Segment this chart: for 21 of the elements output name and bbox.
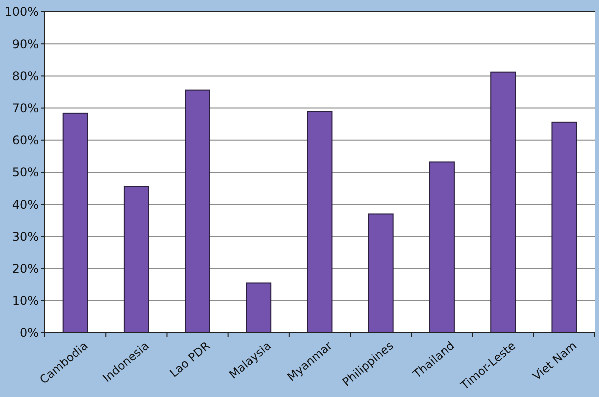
- y-tick-label: 50%: [12, 166, 39, 180]
- bar: [430, 162, 455, 334]
- bar: [246, 282, 272, 334]
- y-tick-label: 80%: [12, 69, 39, 84]
- bar: [490, 72, 516, 334]
- y-tick-label: 20%: [12, 262, 39, 276]
- y-tick-label: 90%: [12, 37, 39, 52]
- y-tick-label: 70%: [12, 102, 39, 116]
- y-tick-label: 30%: [12, 230, 39, 244]
- y-tick-label: 0%: [20, 326, 39, 340]
- y-tick-label: 40%: [12, 198, 39, 212]
- bar: [185, 90, 210, 334]
- bar: [62, 112, 88, 334]
- bar: [124, 186, 150, 334]
- y-tick-label: 100%: [4, 5, 39, 20]
- y-tick-label: 60%: [12, 134, 39, 148]
- bar: [307, 111, 333, 334]
- bar: [552, 122, 578, 334]
- bar: [368, 214, 394, 334]
- x-tick-label: Lao PDR: [167, 338, 213, 380]
- y-tick-label: 10%: [12, 294, 39, 308]
